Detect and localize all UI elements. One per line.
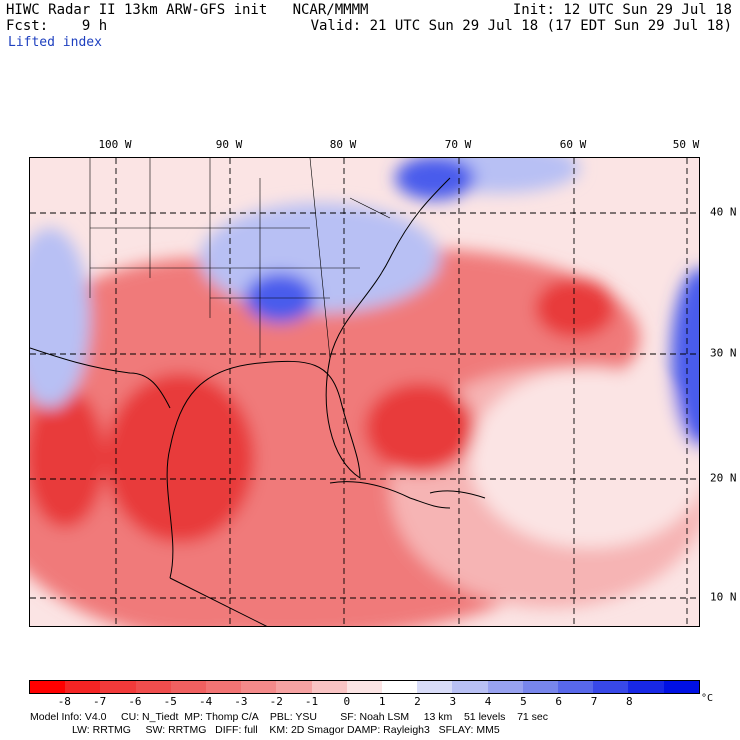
- neutral-region-atlantic: [470, 368, 699, 548]
- colorbar-tick-label: -5: [163, 695, 177, 708]
- colorbar-swatch: [206, 681, 242, 693]
- lat-label: 20 N: [710, 471, 737, 485]
- colorbar-tick-label: -8: [57, 695, 71, 708]
- lon-label: 80 W: [329, 138, 357, 151]
- state-borders: [89, 158, 391, 359]
- colorbar-tick-label: 4: [484, 695, 492, 708]
- header-forecast-hour: Fcst: 9 h: [6, 18, 108, 34]
- colorbar-tick-label: 7: [590, 695, 598, 708]
- colorbar-swatch: [100, 681, 136, 693]
- colorbar-tick-label: -4: [198, 695, 213, 708]
- colorbar-unit: °C: [701, 693, 714, 704]
- lifted-index-map: [29, 157, 700, 627]
- colorbar-tick-label: 0: [343, 695, 351, 708]
- colorbar-swatch: [311, 681, 347, 693]
- very-stable-east-atlantic: [671, 268, 699, 448]
- lat-label: 10 N: [710, 590, 737, 604]
- colorbar-tick-label: 3: [449, 695, 457, 708]
- very-unstable-bahamas: [365, 383, 475, 473]
- colorbar-tick-label: -3: [234, 695, 248, 708]
- colorbar-swatch: [663, 681, 699, 693]
- lon-label: 100 W: [98, 138, 132, 151]
- stable-region-mexico-plateau: [30, 228, 90, 408]
- us-mexico-border: [30, 347, 171, 409]
- footer-model-info: Model Info: V4.0 CU: N_Tiedt MP: Thomp C…: [30, 711, 549, 723]
- central-america-coastline: [169, 577, 268, 626]
- colorbar-swatch: [522, 681, 559, 693]
- colorbar-tick-label: 1: [378, 695, 386, 708]
- header-model-title: HIWC Radar II 13km ARW-GFS init NCAR/MMM…: [6, 2, 369, 18]
- colorbar-tick-label: -6: [128, 695, 142, 708]
- colorbar-swatch: [628, 681, 664, 693]
- colorbar-swatch: [593, 681, 629, 693]
- map-svg: [30, 158, 699, 626]
- lat-lon-grid: [30, 158, 699, 626]
- colorbar-tick-label: 8: [626, 695, 633, 708]
- colorbar-swatch: [558, 681, 594, 693]
- very-stable-northeast: [395, 158, 475, 200]
- lon-label: 50 W: [672, 138, 700, 151]
- gulf-coastline: [166, 360, 361, 579]
- header-valid-time: Valid: 21 UTC Sun 29 Jul 18 (17 EDT Sun …: [310, 18, 732, 34]
- cuba-outline: [329, 481, 451, 509]
- very-unstable-pacific: [30, 388, 105, 528]
- colorbar-swatch: [346, 681, 383, 693]
- very-unstable-gulf: [105, 373, 255, 543]
- lat-label: 30 N: [710, 346, 737, 360]
- colorbar-swatch: [135, 681, 171, 693]
- colorbar: [29, 680, 700, 694]
- colorbar-swatch: [30, 681, 66, 693]
- colorbar-tick-label: -1: [304, 695, 319, 708]
- colorbar-tick-label: -7: [93, 695, 107, 708]
- lon-label: 60 W: [559, 138, 587, 151]
- colorbar-tick-label: -2: [269, 695, 283, 708]
- very-unstable-north-atlantic: [535, 278, 615, 338]
- colorbar-swatch: [452, 681, 488, 693]
- colorbar-swatch: [276, 681, 312, 693]
- colorbar-tick-label: 2: [414, 695, 421, 708]
- coastlines: [30, 177, 486, 626]
- colorbar-swatch: [241, 681, 277, 693]
- lat-label: 40 N: [710, 205, 737, 219]
- lon-label: 70 W: [444, 138, 472, 151]
- header-init-time: Init: 12 UTC Sun 29 Jul 18: [512, 2, 732, 18]
- colorbar-swatch: [65, 681, 101, 693]
- footer-physics-info: LW: RRTMG SW: RRTMG DIFF: full KM: 2D Sm…: [72, 724, 500, 736]
- colorbar-tick-label: 5: [520, 695, 527, 708]
- field-name: Lifted index: [8, 35, 102, 50]
- colorbar-swatch: [382, 681, 418, 693]
- colorbar-swatch: [170, 681, 207, 693]
- colorbar-swatch: [417, 681, 453, 693]
- lon-label: 90 W: [215, 138, 243, 151]
- colorbar-swatch: [487, 681, 523, 693]
- atlantic-coastline: [325, 177, 451, 479]
- colorbar-tick-label: 6: [555, 695, 563, 708]
